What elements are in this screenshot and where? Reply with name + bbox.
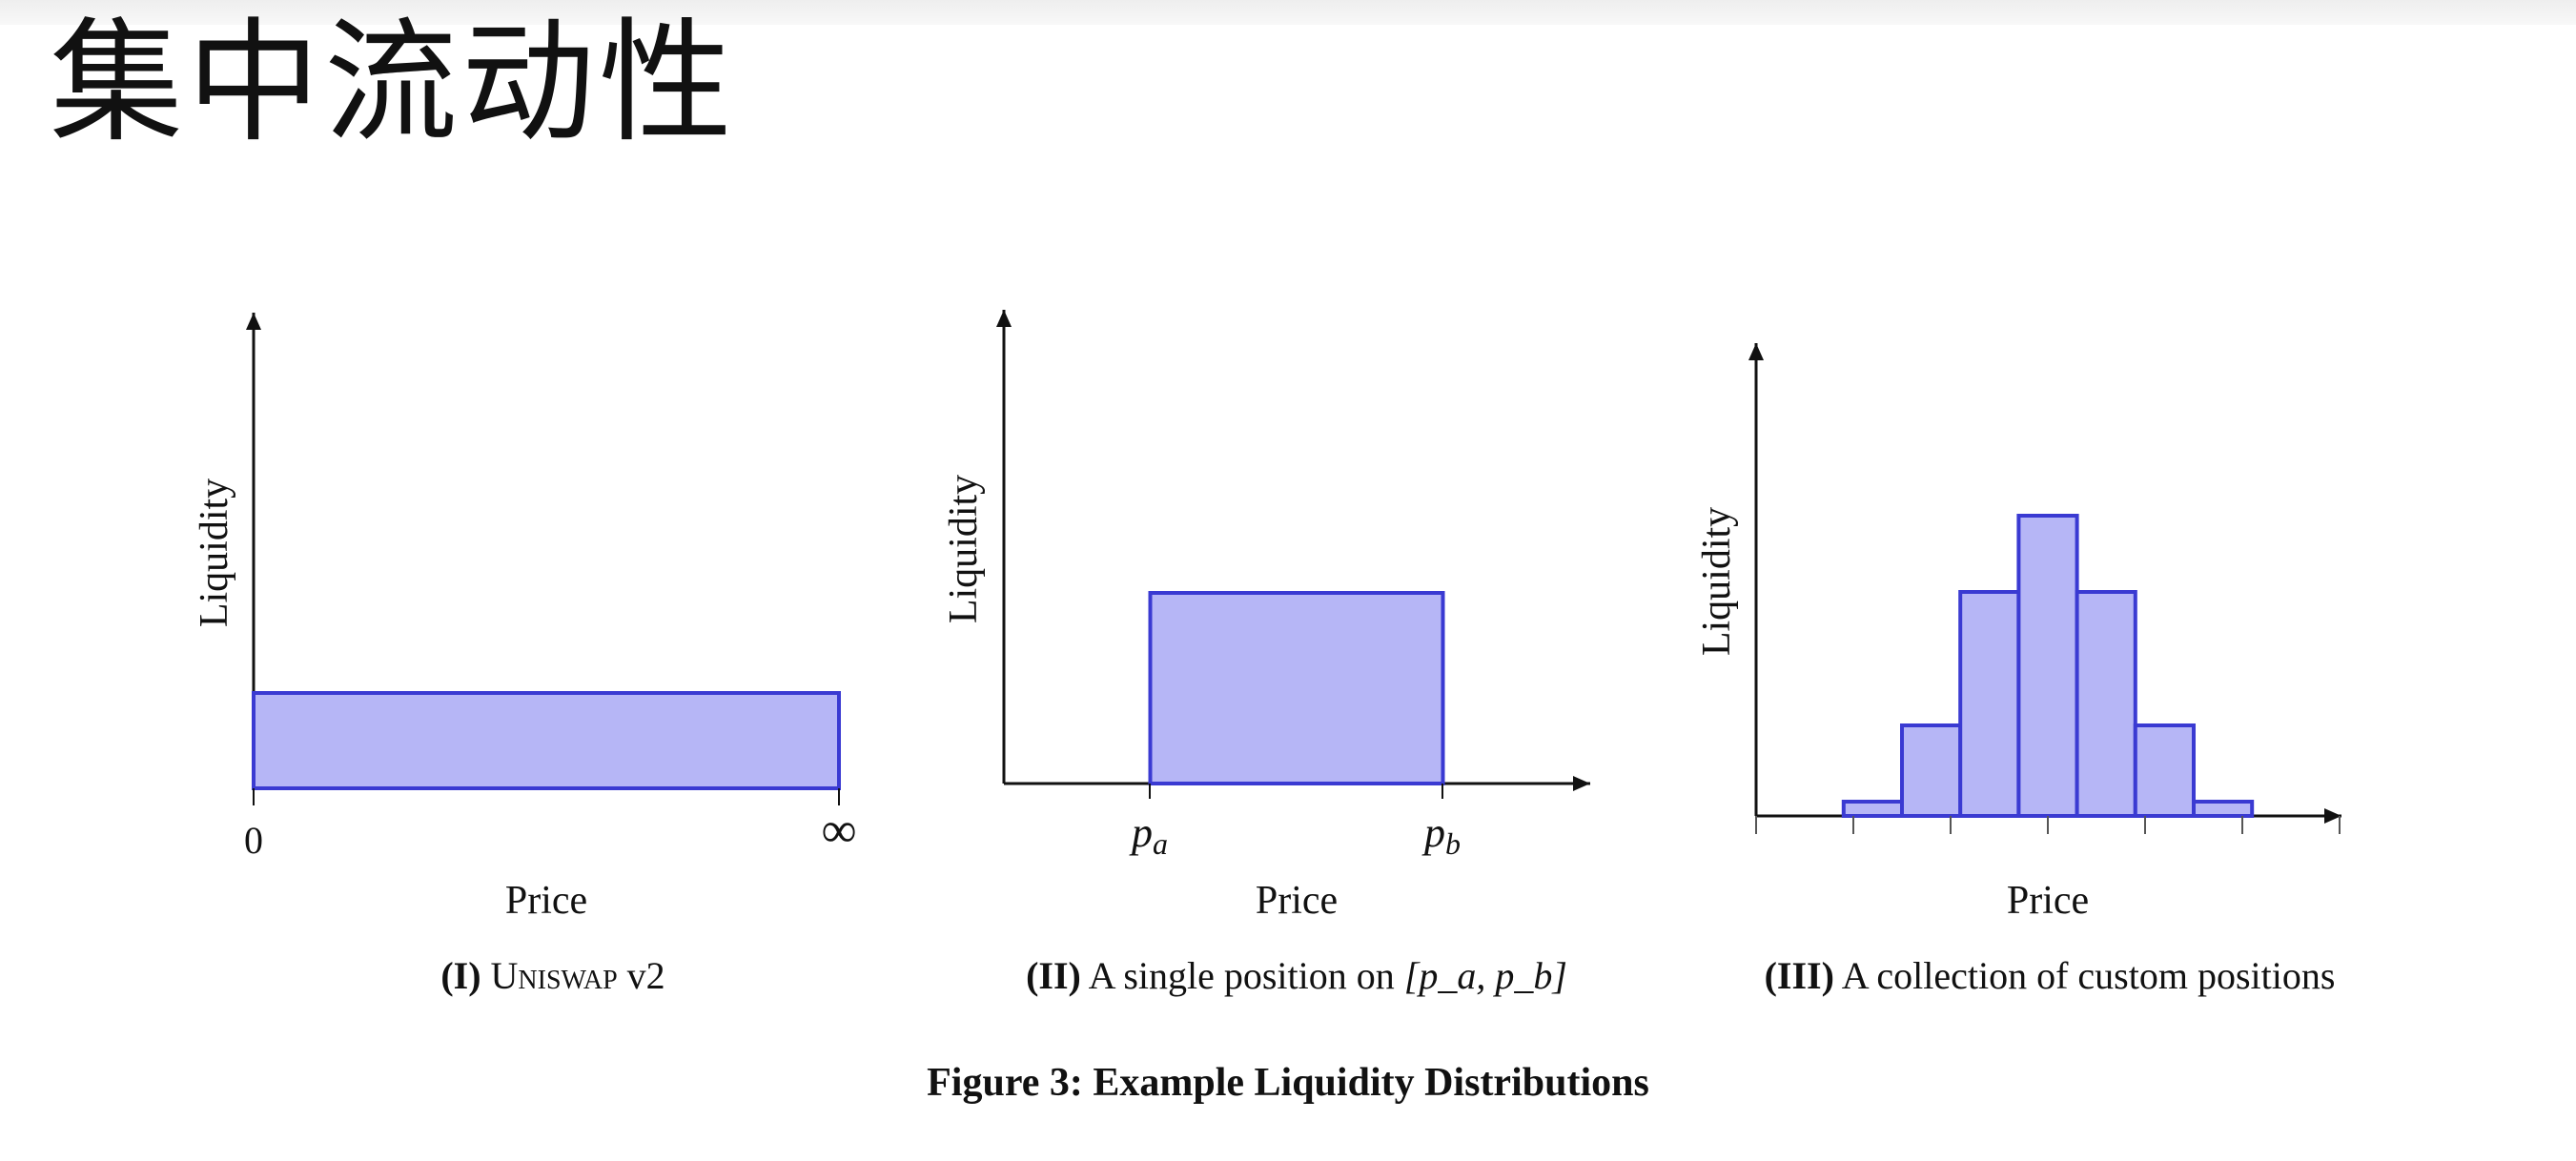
caption-panel-1: (I) Uniswap v2 [362, 953, 744, 1010]
page-title: 集中流动性 [50, 6, 737, 161]
figure-title: Figure 3: Example Liquidity Distribution… [927, 1061, 1649, 1105]
caption-panel-2: (II) A single position on [p_a, p_b] [1011, 953, 1583, 1010]
panel-1-tick-label-0: 0 [244, 819, 263, 862]
panel-2-bar-1 [1148, 591, 1445, 785]
caption-3-text: A collection of custom positions [1841, 954, 2336, 997]
caption-2-math: [p_a, p_b] [1403, 954, 1567, 997]
panel-3-bar-6 [2133, 723, 2197, 818]
caption-1-tail: v2 [617, 954, 665, 997]
caption-2-text: A single position on [1088, 954, 1404, 997]
panel-2-x-axis-label: Price [1256, 879, 1338, 923]
panel-2-x-axis-arrow [1573, 776, 1590, 791]
panel-3-y-axis-label: Liquidity [1695, 507, 1739, 656]
panel-2-y-axis-arrow [996, 310, 1012, 327]
panel-3-bar-7 [2192, 800, 2255, 818]
panel-1-y-axis-arrow [246, 313, 261, 330]
panel-3-bar-4 [2016, 514, 2079, 818]
panel-3-bar-1 [1841, 800, 1905, 818]
panel-3-bar-5 [2075, 590, 2137, 818]
panel-3-x-axis-arrow [2324, 808, 2341, 824]
window-top-bar [0, 0, 2576, 25]
caption-2-label: (II) [1026, 954, 1081, 997]
panel-2-tick-label-pb: pb [1421, 809, 1461, 861]
panel-3-bar-2 [1900, 723, 1963, 818]
caption-1-uniswap: Uniswap [490, 954, 618, 997]
panel-1-y-axis-label: Liquidity [193, 479, 236, 627]
caption-1-label: (I) [440, 954, 481, 997]
panel-1-tick-label-inf: ∞ [821, 804, 856, 858]
panel-2-y-axis-label: Liquidity [942, 475, 986, 623]
panel-1-bar-1 [252, 691, 841, 790]
panel-1-x-axis-label: Price [505, 879, 587, 923]
panel-3-bar-3 [1958, 590, 2021, 818]
caption-3-label: (III) [1764, 954, 1834, 997]
caption-panel-3: (III) A collection of custom positions [1735, 953, 2364, 1010]
panel-3-y-axis-arrow [1748, 343, 1764, 360]
panel-3-x-axis-label: Price [2007, 879, 2089, 923]
panel-2-tick-label-pa: pa [1129, 809, 1168, 861]
